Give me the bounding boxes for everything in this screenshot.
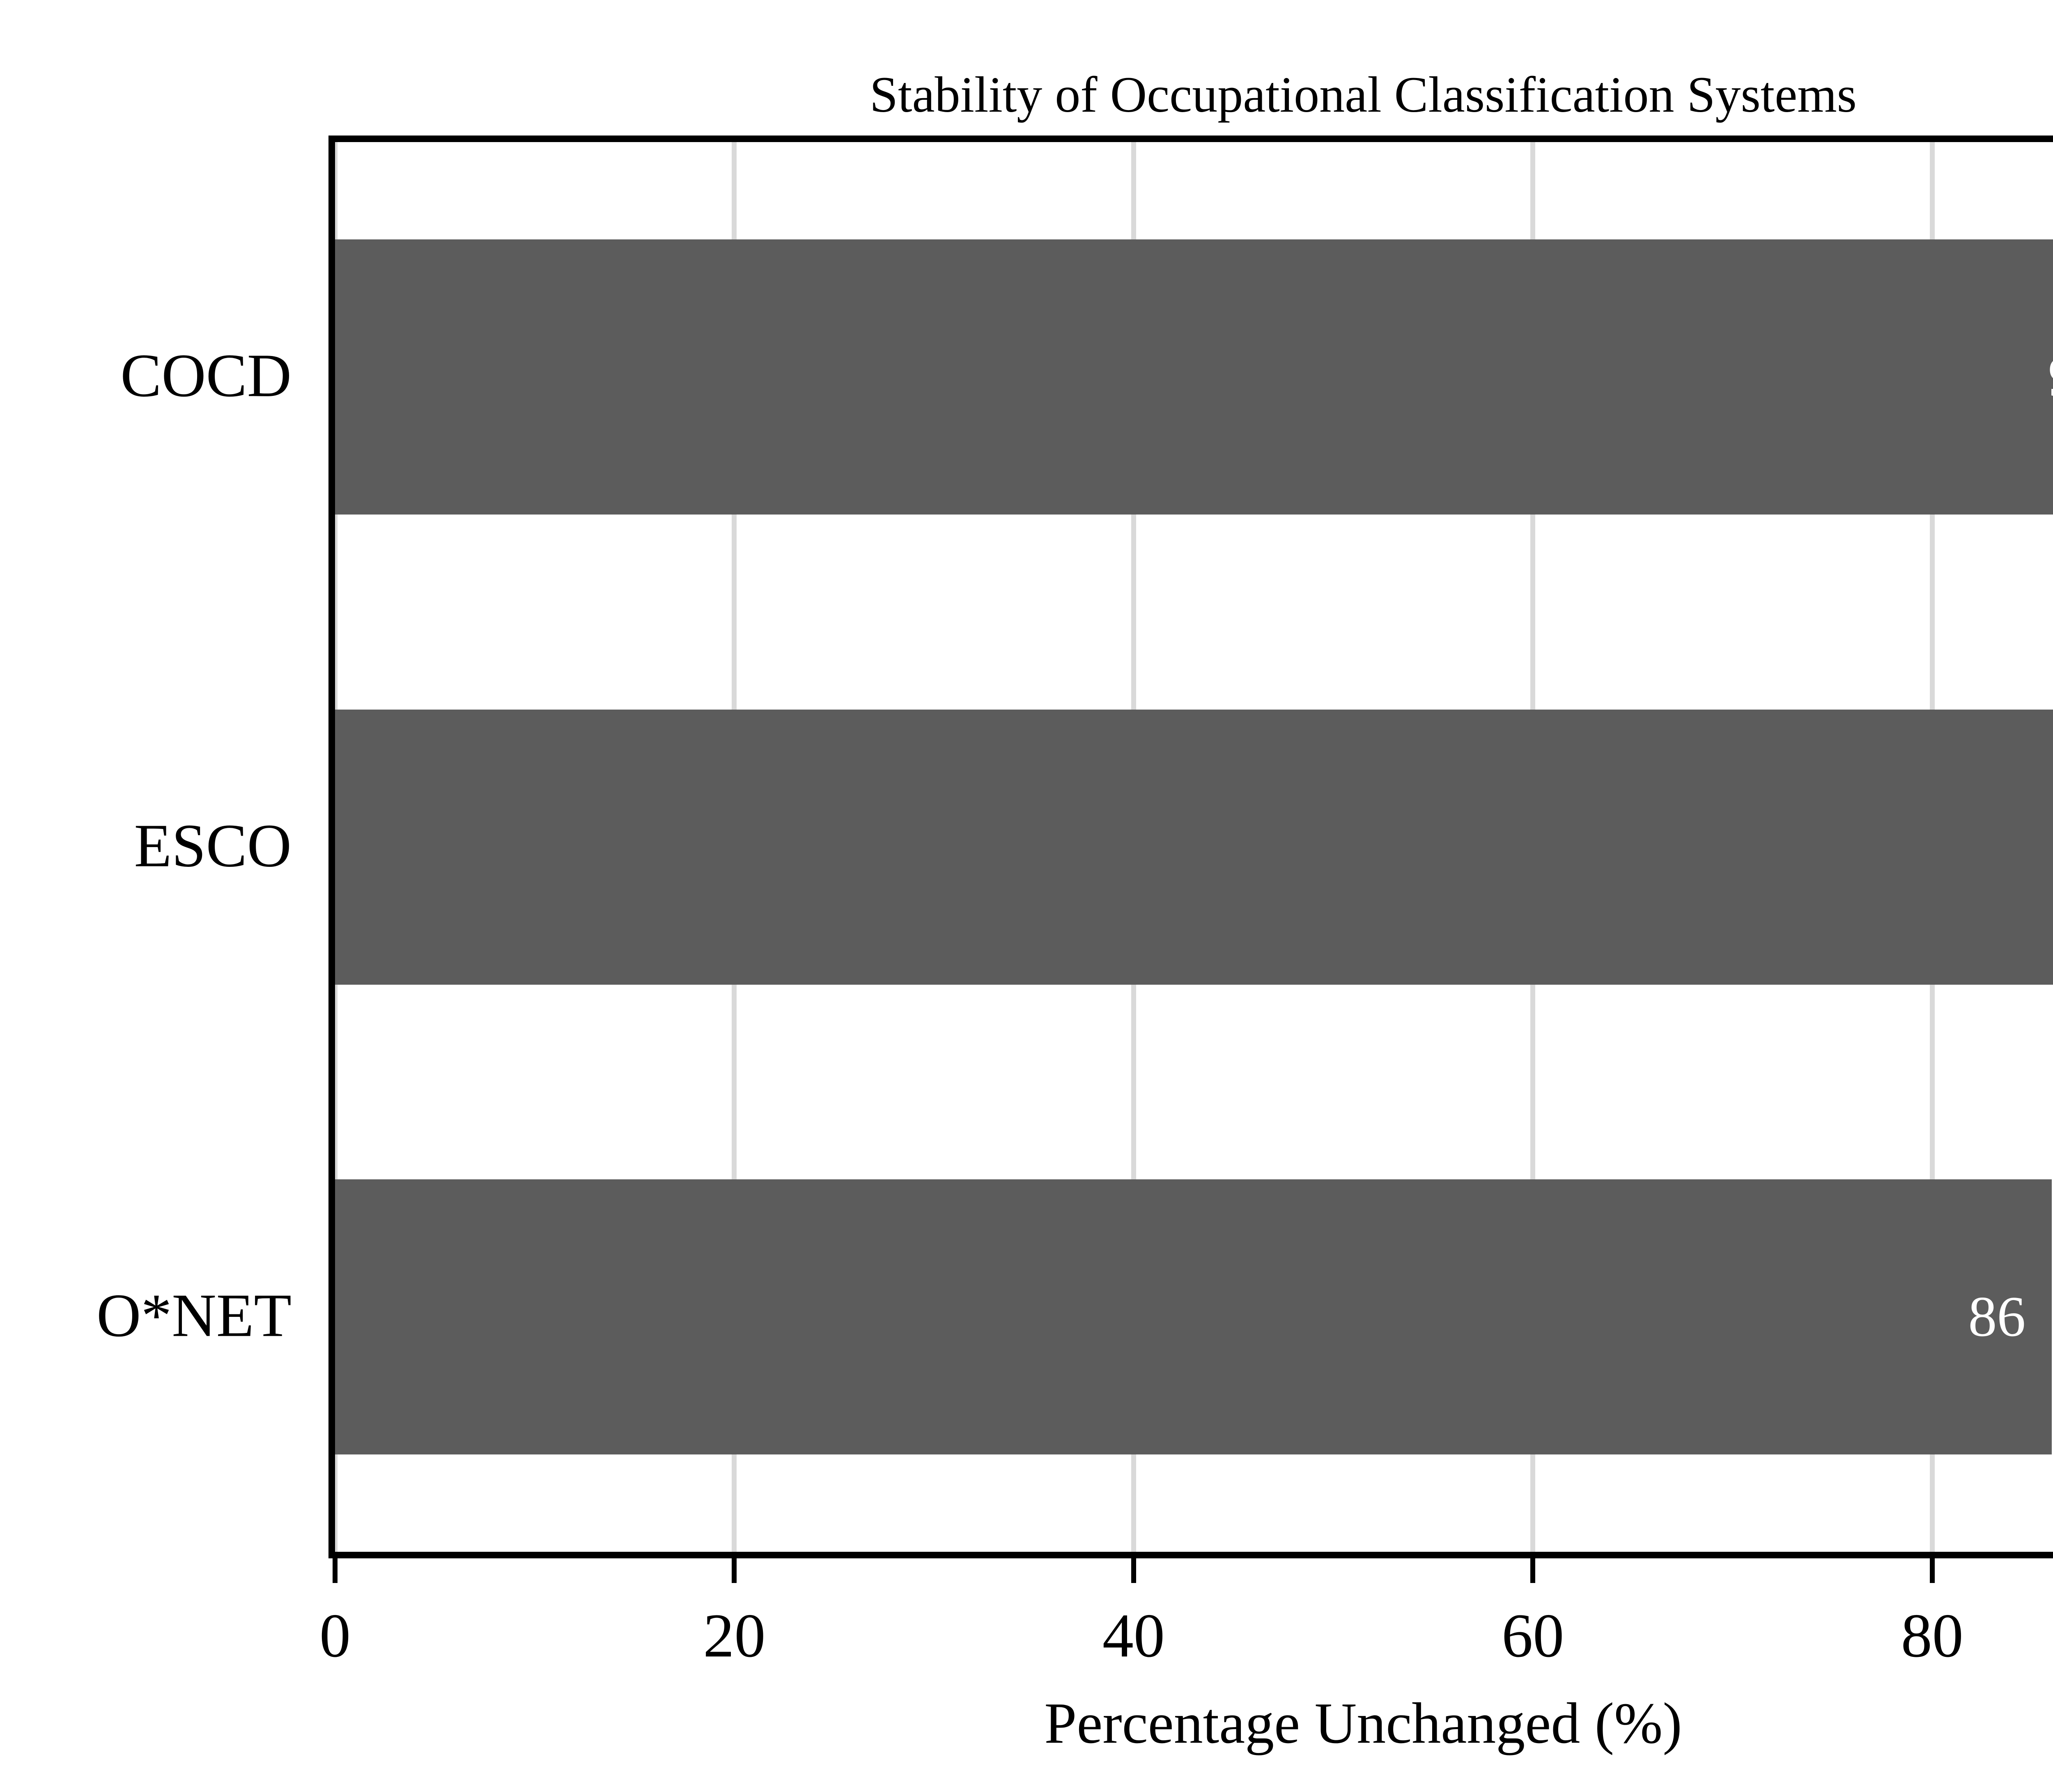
x-tick-60 [1530,1558,1536,1583]
plot-area: 90 96 86 [328,136,2053,1558]
bar-cocd: 90 [335,239,2053,515]
x-tick-label-80: 80 [1901,1601,1963,1670]
x-axis-label: Percentage Unchanged (%) [1044,1691,1682,1755]
y-axis-category-label-cocd: COCD [120,341,292,410]
x-tick-label-0: 0 [319,1601,351,1670]
bar-value-label-cocd: 90 [2048,348,2053,406]
plot-inner: 90 96 86 [335,142,2053,1552]
bar-onet: 86 [335,1179,2052,1454]
x-tick-label-20: 20 [703,1601,766,1670]
chart-title: Stability of Occupational Classification… [870,67,1857,123]
y-axis-category-label-onet: O*NET [96,1281,292,1350]
x-tick-0 [333,1558,338,1583]
bar-esco: 96 [335,709,2053,985]
bar-value-label-onet: 86 [1968,1284,2026,1349]
x-tick-label-40: 40 [1102,1601,1165,1670]
x-tick-20 [732,1558,737,1583]
x-tick-40 [1131,1558,1136,1583]
x-tick-label-60: 60 [1502,1601,1564,1670]
y-axis-category-label-esco: ESCO [134,811,292,880]
x-tick-80 [1929,1558,1935,1583]
